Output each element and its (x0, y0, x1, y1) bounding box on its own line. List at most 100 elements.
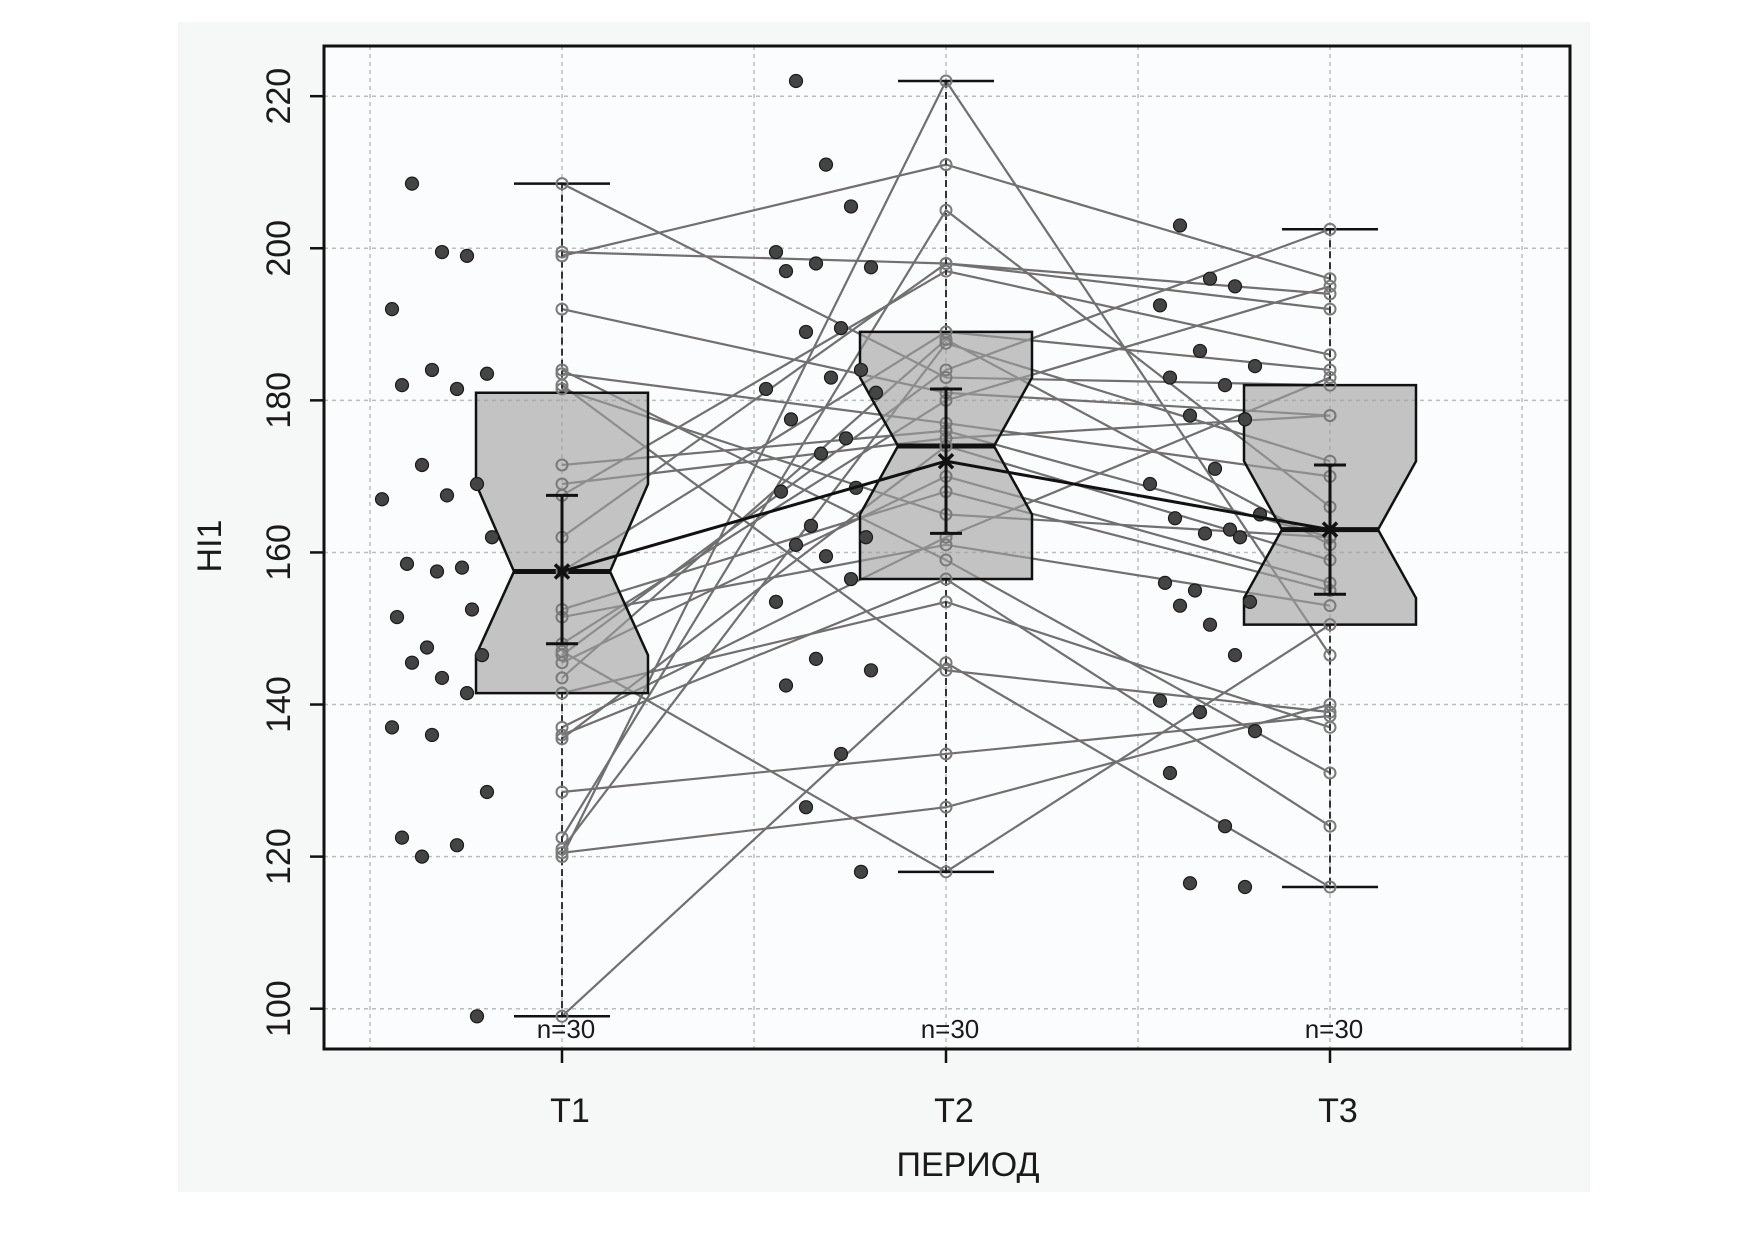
jitter-point (853, 864, 869, 879)
jitter-point (429, 564, 445, 579)
x-tick-label: T1 (550, 1092, 590, 1130)
subject-point (1323, 302, 1337, 316)
jitter-point (798, 800, 814, 815)
subject-point (939, 865, 953, 879)
subject-point (939, 572, 953, 586)
subject-point (939, 363, 953, 377)
jitter-point (788, 73, 804, 89)
y-axis-label: HI1 (191, 520, 229, 573)
subject-point (555, 363, 569, 377)
jitter-point (434, 244, 450, 260)
subject-line (561, 714, 1331, 794)
jitter-point (1247, 724, 1263, 739)
subject-point (555, 785, 569, 799)
jitter-point (1152, 693, 1168, 708)
subject-point (555, 249, 569, 263)
jitter-point (1162, 370, 1178, 385)
y-tick-label: 140 (260, 676, 298, 733)
subject-point (555, 382, 569, 396)
subject-point (939, 538, 953, 552)
jitter-point (424, 727, 440, 743)
subject-point (939, 371, 953, 385)
subject-point (939, 333, 953, 347)
jitter-point (449, 838, 465, 853)
jitter-point (434, 670, 450, 686)
jitter-point (768, 594, 784, 609)
mean-marker (553, 563, 571, 580)
jitter-point (439, 488, 455, 503)
jitter-point (1162, 765, 1178, 781)
jitter-point (868, 385, 884, 400)
n-label: n=30 (537, 1014, 596, 1044)
subject-point (1323, 279, 1337, 293)
jitter-point (449, 381, 465, 397)
jitter-point (1192, 343, 1208, 359)
subject-point (555, 177, 569, 191)
jitter-point (853, 362, 869, 378)
jitter-point (1182, 876, 1198, 891)
subject-line (561, 703, 1331, 854)
jitter-point (813, 446, 829, 461)
jitter-point (1167, 511, 1183, 526)
jitter-point (1247, 359, 1263, 374)
subject-point (555, 671, 569, 685)
y-tick-label: 200 (260, 220, 298, 277)
jitter-point (1217, 378, 1233, 393)
data-points (374, 73, 1337, 1024)
axes: 100 120 140 160 180 200 220 T1 n=30 T2 n=30 T3 n=30 (260, 68, 1363, 1130)
jitter-point (843, 571, 859, 587)
subject-point (939, 336, 953, 350)
jitter-point (1172, 598, 1188, 613)
subject-point (939, 553, 953, 567)
jitter-point (1197, 526, 1213, 541)
jitter-point (484, 530, 500, 545)
boxes (474, 79, 1418, 1018)
subject-point (1323, 222, 1337, 236)
jitter-point (459, 248, 475, 263)
subject-point (939, 264, 953, 278)
y-tick-label: 100 (260, 980, 298, 1037)
jitter-point (788, 537, 804, 552)
jitter-point (1172, 218, 1188, 233)
jitter-point (384, 302, 400, 317)
y-tick-label: 160 (260, 524, 298, 581)
y-tick-label: 220 (260, 68, 298, 125)
subject-point (939, 747, 953, 761)
jitter-point (394, 378, 410, 393)
subject-point (1323, 819, 1337, 833)
y-tick-label: 180 (260, 372, 298, 429)
subject-point (1323, 348, 1337, 362)
jitter-point (1182, 408, 1198, 423)
subject-point (1323, 880, 1337, 894)
subject-point (555, 648, 569, 662)
jitter-point (808, 651, 824, 667)
jitter-point (469, 1009, 485, 1024)
jitter-point (479, 366, 495, 381)
jitter-point (1217, 819, 1233, 834)
jitter-point (833, 321, 849, 336)
jitter-point (818, 549, 834, 564)
jitter-point (1232, 530, 1248, 545)
jitter-point (1187, 583, 1203, 598)
subject-point (1323, 648, 1337, 662)
subject-point (939, 663, 953, 677)
jitter-point (778, 263, 794, 279)
subject-point (939, 74, 953, 88)
subject-point (555, 842, 569, 856)
mean-overlay (546, 387, 1346, 646)
jitter-point (464, 602, 480, 617)
subject-point (555, 728, 569, 742)
mean-marker (1321, 521, 1339, 538)
jitter-point (374, 492, 390, 507)
jitter-point (833, 746, 849, 762)
jitter-point (823, 370, 839, 385)
subject-point (939, 656, 953, 670)
jitter-point (818, 157, 834, 172)
subject-point (555, 644, 569, 658)
x-axis-label: ПЕРИОД (897, 1146, 1040, 1184)
subject-point (1323, 698, 1337, 712)
subject-point (1323, 287, 1337, 301)
subject-point (555, 378, 569, 392)
jitter-point (384, 720, 400, 735)
jitter-point (1202, 617, 1218, 632)
